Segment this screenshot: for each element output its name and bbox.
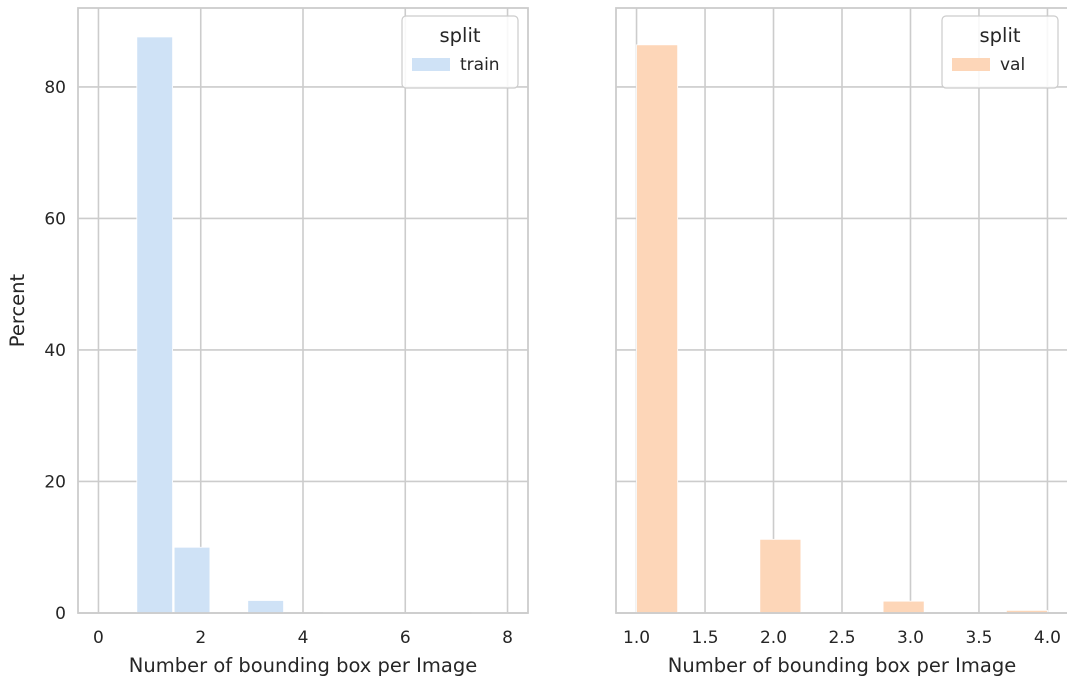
histogram-bar — [247, 600, 284, 614]
legend-swatch — [412, 58, 450, 71]
y-tick-label: 0 — [55, 604, 66, 624]
x-tick-label: 2.0 — [760, 628, 787, 648]
x-tick-label: 2 — [195, 628, 206, 648]
x-axis-label: Number of bounding box per Image — [129, 654, 477, 677]
legend-label: val — [1000, 55, 1025, 75]
x-tick-label: 2.5 — [828, 628, 855, 648]
legend: split val — [941, 15, 1059, 89]
x-tick-label: 3.0 — [897, 628, 924, 648]
histogram-bar — [136, 36, 174, 614]
axes-frame — [77, 7, 529, 614]
x-tick-label: 0 — [93, 628, 104, 648]
histogram-bar — [882, 600, 925, 614]
y-tick-label: 80 — [44, 78, 66, 98]
y-axis-label: Percent — [6, 273, 29, 347]
legend: split train — [401, 15, 519, 89]
x-tick-label: 3.5 — [965, 628, 992, 648]
y-tick-label: 20 — [44, 472, 66, 492]
histogram-bar — [173, 546, 211, 614]
right-panel-val-histogram: 1.0 1.5 2.0 2.5 3.0 3.5 4.0 Number of bounding … — [615, 7, 1067, 677]
x-tick-label: 8 — [502, 628, 513, 648]
axes-frame — [615, 7, 1067, 614]
legend-label: train — [460, 55, 500, 75]
legend-title: split — [979, 24, 1020, 47]
x-tick-label: 4.0 — [1034, 628, 1061, 648]
x-tick-label: 6 — [400, 628, 411, 648]
x-tick-label: 4 — [298, 628, 309, 648]
x-tick-label: 1.5 — [692, 628, 719, 648]
y-tick-label: 60 — [44, 209, 66, 229]
legend-title: split — [439, 24, 480, 47]
histogram-bar — [636, 44, 679, 614]
x-tick-label: 1.0 — [623, 628, 650, 648]
legend-swatch — [952, 58, 990, 71]
x-axis-label: Number of bounding box per Image — [668, 654, 1016, 677]
histogram-bar — [759, 538, 802, 614]
y-tick-label: 40 — [44, 341, 66, 361]
